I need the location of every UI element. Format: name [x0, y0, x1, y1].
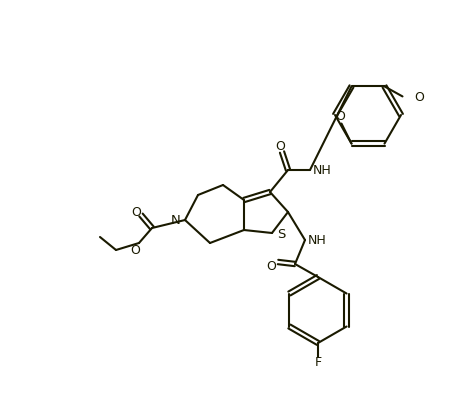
- Text: O: O: [131, 206, 141, 220]
- Text: NH: NH: [308, 235, 326, 248]
- Text: O: O: [130, 244, 140, 257]
- Text: O: O: [266, 259, 276, 272]
- Text: F: F: [315, 356, 322, 369]
- Text: O: O: [275, 141, 285, 154]
- Text: N: N: [171, 213, 181, 226]
- Text: O: O: [414, 91, 424, 104]
- Text: S: S: [277, 228, 285, 241]
- Text: NH: NH: [313, 165, 332, 178]
- Text: O: O: [335, 110, 345, 123]
